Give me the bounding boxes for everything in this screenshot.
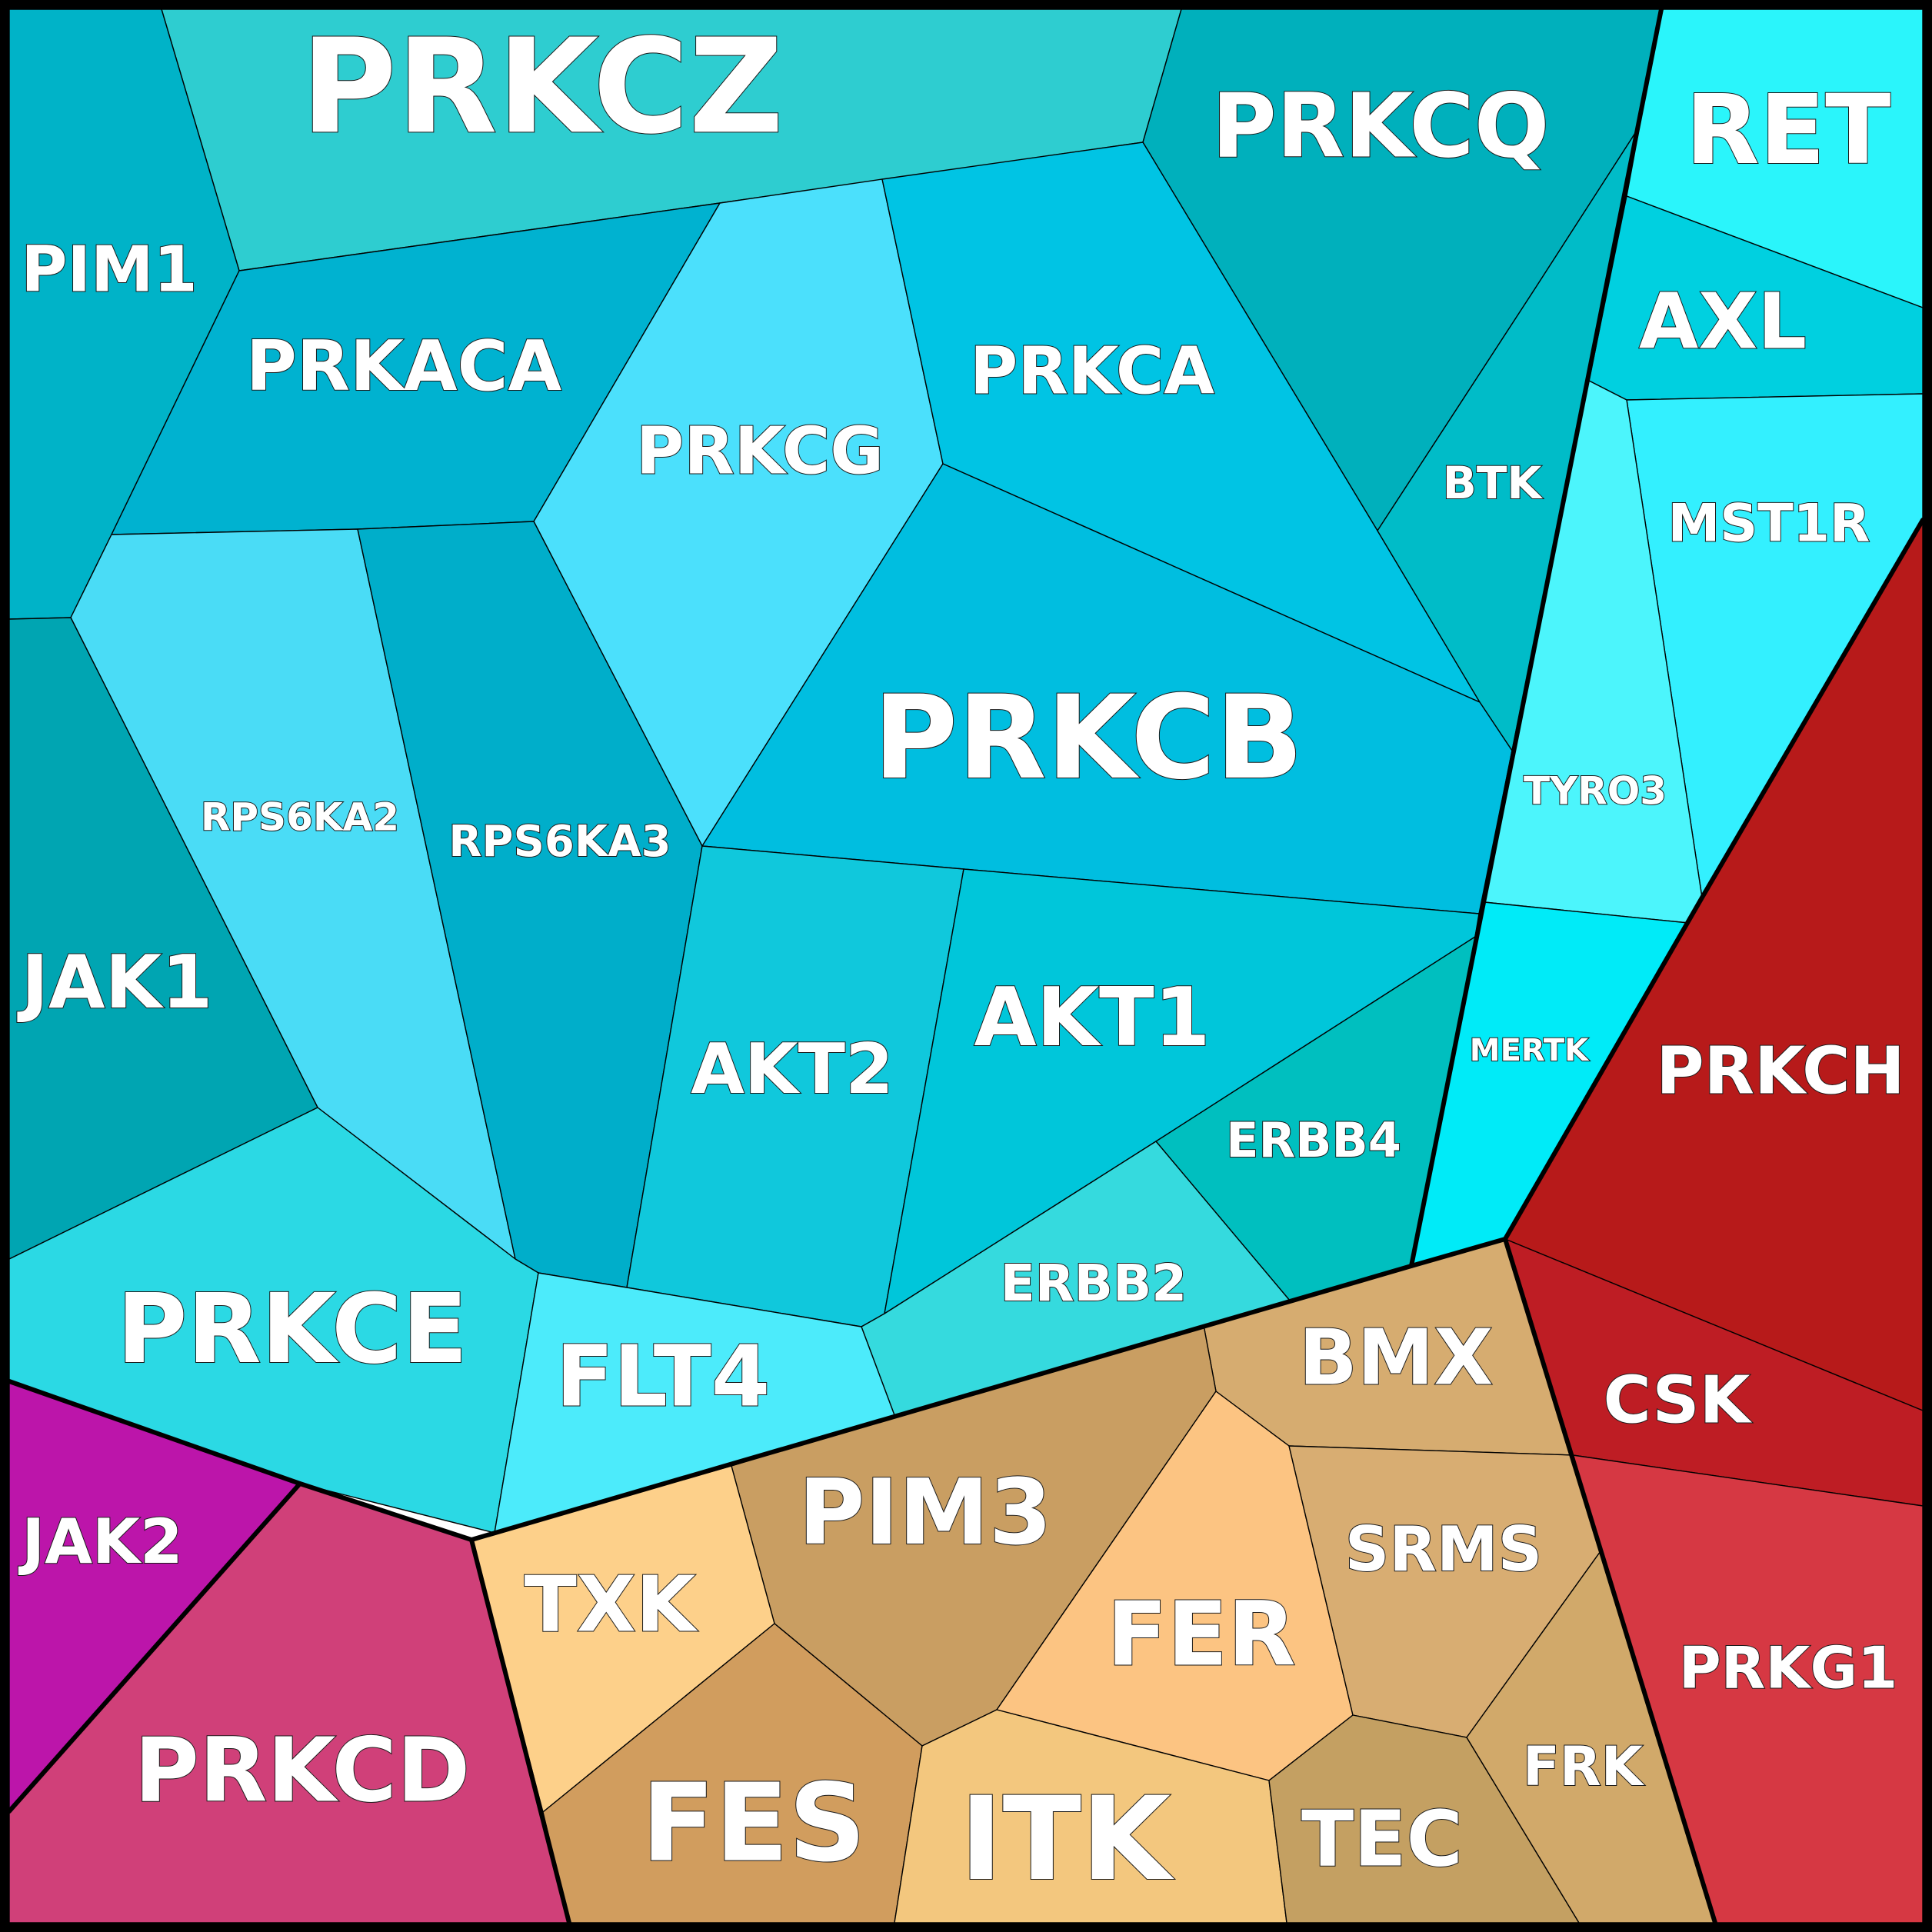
label-pim1: PIM1 [21, 233, 197, 306]
label-erbb4: ERBB4 [1226, 1112, 1401, 1168]
label-axl: AXL [1639, 276, 1807, 366]
label-jak1: JAK1 [17, 941, 213, 1025]
label-itk: ITK [960, 1773, 1174, 1907]
label-rps6ka3: RPS6KA3 [448, 817, 671, 867]
label-csk: CSK [1603, 1362, 1752, 1438]
label-prkca: PRKCA [970, 333, 1214, 409]
group-border-4 [1503, 1237, 1717, 1925]
cells-layer [8, 8, 1924, 1924]
label-bmx: BMX [1299, 1312, 1494, 1402]
label-btk: BTK [1443, 457, 1544, 509]
label-flt4: FLT4 [556, 1327, 771, 1425]
label-prkcg: PRKCG [636, 413, 884, 489]
group-border-2 [7, 1481, 302, 1814]
label-erbb2: ERBB2 [1001, 1254, 1187, 1313]
label-akt1: AKT1 [974, 971, 1210, 1064]
label-mertk: MERTK [1470, 1033, 1590, 1068]
label-ret: RET [1686, 75, 1891, 186]
label-frk: FRK [1523, 1735, 1645, 1798]
label-prkaca: PRKACA [246, 326, 562, 407]
label-pim3: PIM3 [798, 1459, 1052, 1565]
label-prkch: PRKCH [1656, 1033, 1904, 1109]
label-srms: SRMS [1345, 1514, 1542, 1585]
label-prkcz: PRKCZ [301, 11, 784, 163]
label-akt2: AKT2 [691, 1029, 893, 1110]
label-prkcb: PRKCB [873, 671, 1303, 805]
label-jak2: JAK2 [18, 1506, 182, 1577]
label-fer: FER [1107, 1584, 1296, 1687]
label-prkg1: PRKG1 [1679, 1634, 1898, 1702]
group-border-3 [469, 1537, 571, 1925]
label-mst1r: MST1R [1668, 494, 1870, 555]
label-tec: TEC [1301, 1794, 1463, 1884]
label-prkcq: PRKCQ [1212, 75, 1550, 178]
group-border-0 [1409, 7, 1664, 1268]
labels-layer: PRKCZ PRKCQ RET PIM1 PRKACA PRKCG PRKCA AXL BTK M… [16, 10, 1906, 1907]
label-rps6ka2: RPS6KA2 [201, 795, 399, 840]
label-txk: TXK [525, 1559, 698, 1649]
label-tyro3: TYRO3 [1524, 769, 1667, 814]
label-fes: FES [641, 1761, 866, 1887]
group-borders [7, 7, 1925, 1925]
label-prkce: PRKCE [117, 1274, 468, 1385]
label-prkcd: PRKCD [135, 1720, 471, 1823]
